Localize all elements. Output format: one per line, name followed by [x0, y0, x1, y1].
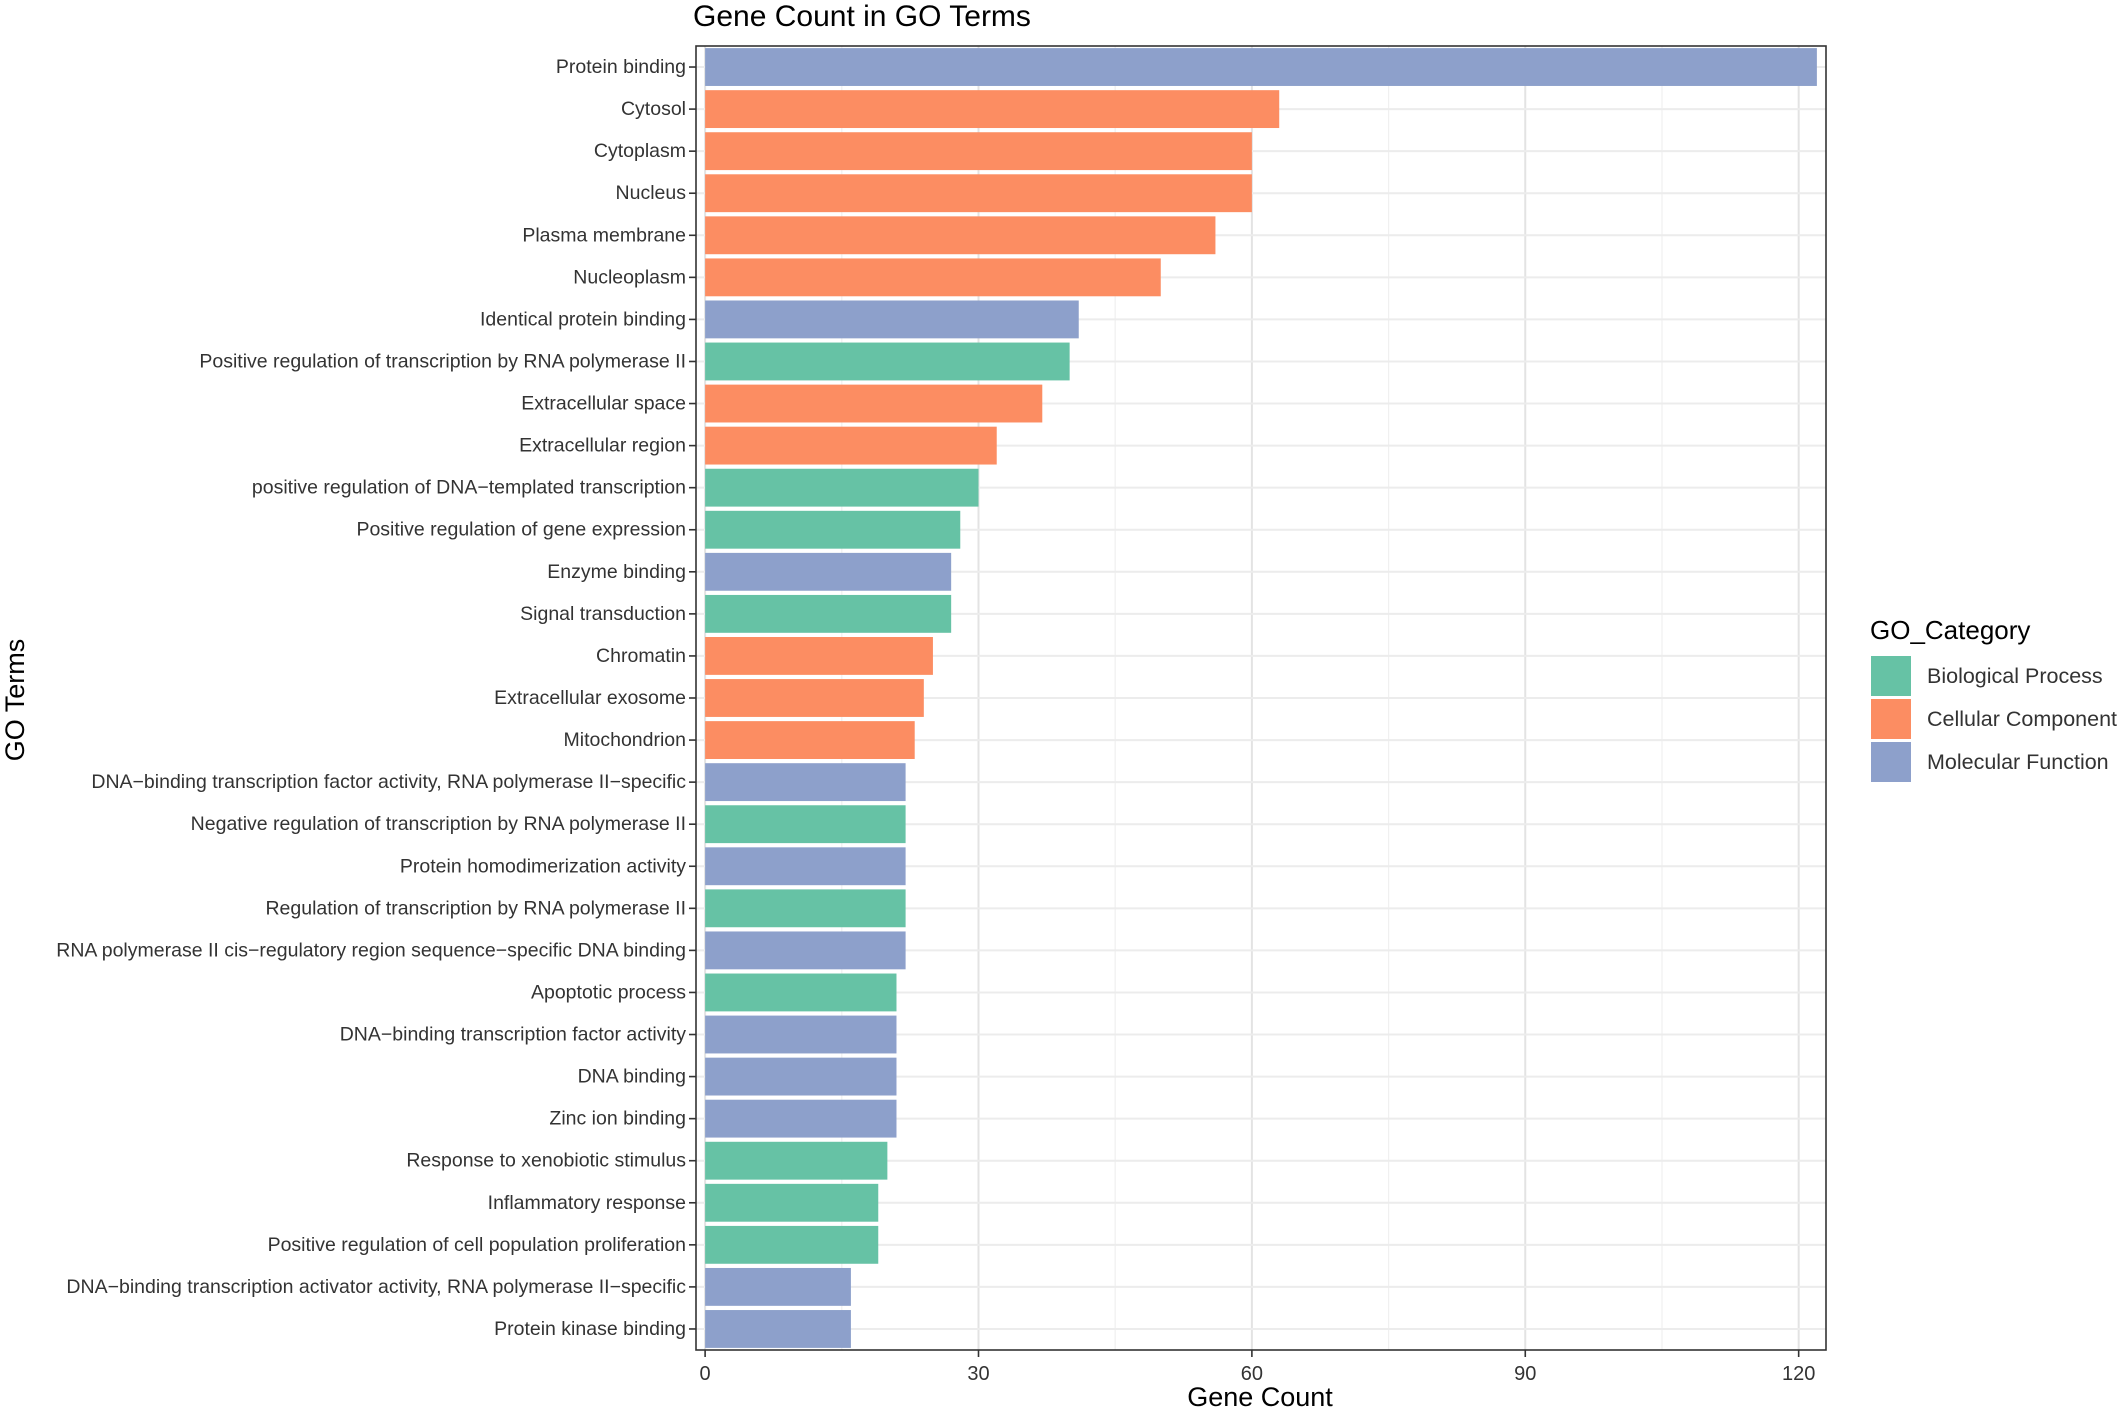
- legend-label: Biological Process: [1927, 664, 2103, 688]
- bar: [705, 90, 1280, 129]
- bar: [705, 384, 1043, 423]
- y-tick-label: Negative regulation of transcription by …: [191, 813, 686, 835]
- legend-key: [1871, 699, 1911, 739]
- y-tick-label: Identical protein binding: [480, 308, 686, 330]
- bar: [705, 426, 997, 465]
- y-tick-label: Zinc ion binding: [549, 1108, 686, 1130]
- x-axis-title: Gene Count: [1187, 1382, 1333, 1412]
- bar: [705, 174, 1252, 213]
- y-tick-label: Protein kinase binding: [494, 1318, 686, 1340]
- y-tick-label: Mitochondrion: [564, 729, 686, 751]
- y-tick-label: Positive regulation of transcription by …: [199, 350, 686, 372]
- y-tick-label: DNA−binding transcription activator acti…: [66, 1276, 686, 1298]
- bar: [705, 552, 952, 591]
- legend-key: [1871, 656, 1911, 696]
- y-tick-label: Nucleoplasm: [573, 266, 686, 288]
- bar: [705, 805, 906, 844]
- x-tick-label: 60: [1241, 1363, 1263, 1385]
- y-tick-label: Chromatin: [596, 645, 686, 667]
- y-tick-label: Apoptotic process: [531, 981, 686, 1003]
- y-tick-label: Extracellular exosome: [494, 687, 686, 709]
- bar: [705, 1310, 851, 1348]
- x-tick-label: 90: [1514, 1363, 1536, 1385]
- y-tick-label: RNA polymerase II cis−regulatory region …: [56, 939, 686, 961]
- chart-title: Gene Count in GO Terms: [693, 0, 1031, 33]
- bar: [705, 973, 897, 1012]
- legend-key: [1871, 742, 1911, 782]
- legend-title: GO_Category: [1870, 615, 2030, 645]
- bar: [705, 847, 906, 886]
- bar: [705, 1099, 897, 1138]
- y-tick-label: Extracellular space: [521, 393, 686, 415]
- bar: [705, 931, 906, 970]
- bar: [705, 300, 1079, 339]
- y-tick-label: Protein homodimerization activity: [400, 855, 686, 877]
- y-tick-label: Extracellular region: [519, 435, 686, 457]
- y-tick-label: Positive regulation of cell population p…: [268, 1234, 686, 1256]
- bar: [705, 637, 933, 675]
- bar: [705, 763, 906, 802]
- y-tick-label: Enzyme binding: [547, 561, 686, 583]
- bars-group: [705, 48, 1817, 1348]
- bar: [705, 1057, 897, 1096]
- y-tick-label: Positive regulation of gene expression: [356, 519, 686, 541]
- x-tick-label: 0: [700, 1363, 711, 1385]
- x-tick-label: 120: [1782, 1363, 1815, 1385]
- x-tick-label: 30: [967, 1363, 989, 1385]
- bar: [705, 216, 1216, 255]
- bar: [705, 510, 961, 549]
- bar: [705, 48, 1817, 86]
- legend: GO_Category Biological Process Cellular Co…: [1870, 615, 2117, 782]
- y-axis-title: GO Terms: [0, 639, 30, 762]
- x-axis: 0 30 60 90 120: [700, 1350, 1815, 1385]
- grid-lines: [696, 46, 1826, 1350]
- y-tick-label: Plasma membrane: [522, 224, 686, 246]
- y-axis: Protein kinase binding DNA−binding transc…: [56, 56, 696, 1340]
- bar: [705, 594, 952, 633]
- legend-label: Cellular Component: [1927, 707, 2117, 731]
- y-tick-label: DNA binding: [578, 1066, 686, 1088]
- bar: [705, 889, 906, 928]
- bar: [705, 721, 915, 759]
- y-tick-label: Cytoplasm: [594, 140, 686, 162]
- bar: [705, 132, 1252, 171]
- y-tick-label: Response to xenobiotic stimulus: [406, 1150, 686, 1172]
- bar: [705, 679, 924, 717]
- y-tick-label: Cytosol: [621, 98, 686, 120]
- bar: [705, 342, 1070, 381]
- y-tick-label: Regulation of transcription by RNA polym…: [265, 897, 686, 919]
- bar: [705, 1267, 851, 1306]
- bar: [705, 1183, 879, 1222]
- y-tick-label: positive regulation of DNA−templated tra…: [252, 477, 686, 499]
- y-tick-label: Nucleus: [616, 182, 687, 204]
- y-tick-label: DNA−binding transcription factor activit…: [91, 771, 686, 793]
- y-tick-label: Protein binding: [556, 56, 686, 78]
- y-tick-label: Inflammatory response: [488, 1192, 686, 1214]
- bar: [705, 1225, 879, 1264]
- bar: [705, 1141, 888, 1180]
- legend-label: Molecular Function: [1927, 750, 2109, 774]
- y-tick-label: Signal transduction: [520, 603, 686, 625]
- bar: [705, 1015, 897, 1054]
- bar: [705, 468, 979, 507]
- bar: [705, 258, 1161, 297]
- y-tick-label: DNA−binding transcription factor activit…: [340, 1024, 687, 1046]
